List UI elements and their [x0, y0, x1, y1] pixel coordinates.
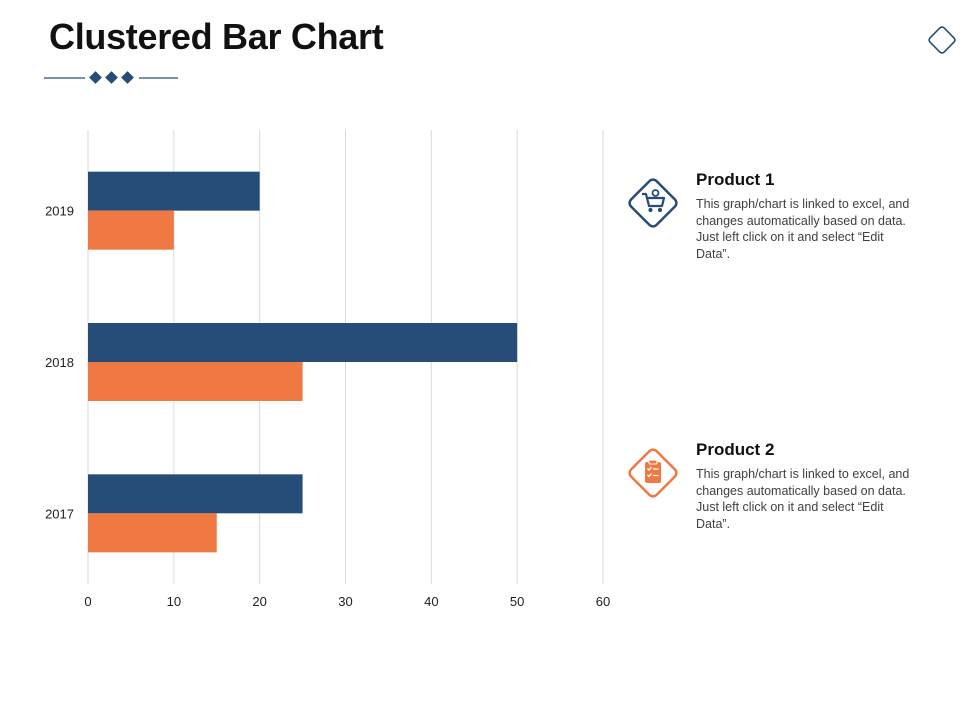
bar-2017-product-1: [88, 474, 303, 514]
clustered-bar-chart: 0 10 20 30 40 50 60 2019 2018 2017: [45, 130, 610, 609]
diamond-outline-icon: [928, 26, 956, 54]
x-tick-label: 20: [252, 594, 266, 609]
legend-description: This graph/chart is linked to excel, and…: [696, 467, 910, 531]
x-tick-label: 60: [596, 594, 610, 609]
legend-description: This graph/chart is linked to excel, and…: [696, 197, 910, 261]
page-title: Clustered Bar Chart: [49, 16, 384, 57]
bar-2018-product-1: [88, 323, 518, 362]
y-category-label: 2019: [45, 204, 74, 219]
bar-2019-product-1: [88, 171, 260, 211]
x-tick-label: 30: [338, 594, 352, 609]
title-divider: [44, 71, 178, 84]
x-tick-label: 10: [167, 594, 181, 609]
x-tick-label: 0: [84, 594, 91, 609]
x-tick-label: 40: [424, 594, 438, 609]
bar-2017-product-2: [88, 513, 217, 553]
y-category-label: 2017: [45, 506, 74, 521]
bar-2018-product-2: [88, 362, 303, 401]
bar-2019-product-2: [88, 210, 174, 250]
y-category-label: 2018: [45, 355, 74, 370]
x-tick-label: 50: [510, 594, 524, 609]
legend-title: Product 2: [696, 440, 775, 459]
shopping-cart-icon: [628, 178, 678, 228]
clipboard-checklist-icon: [628, 448, 678, 498]
legend-title: Product 1: [696, 170, 775, 189]
